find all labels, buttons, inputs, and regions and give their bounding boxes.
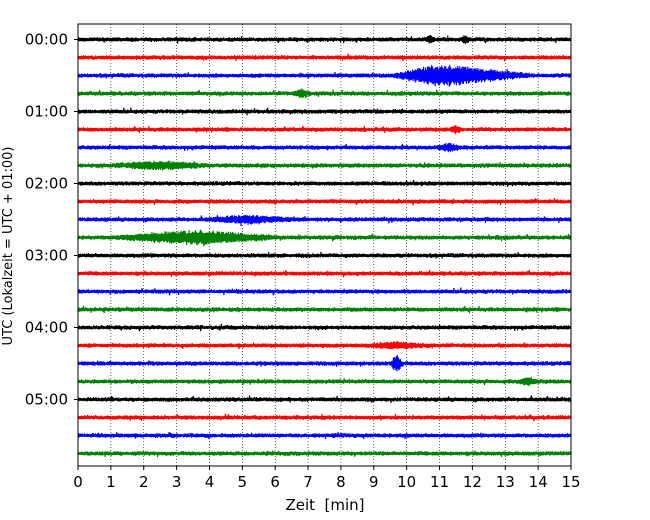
- seismogram-trace: [77, 340, 572, 350]
- y-tick-label: 02:00: [25, 175, 68, 193]
- x-tick-label: 10: [397, 473, 416, 491]
- x-tick-label: 14: [529, 473, 548, 491]
- y-axis: 00:00 01:00 02:00 03:00 04:00 05:00: [25, 31, 78, 409]
- seismogram-trace: [77, 376, 572, 387]
- seismogram-trace: [77, 305, 572, 314]
- y-tick-label: 03:00: [25, 247, 68, 265]
- traces-layer: [77, 35, 572, 458]
- seismogram-trace: [77, 323, 572, 332]
- seismogram-trace: [77, 431, 572, 440]
- x-tick-label: 9: [369, 473, 379, 491]
- seismogram-trace: [77, 180, 572, 187]
- x-tick-label: 12: [463, 473, 482, 491]
- x-axis: 0 1 2 3 4 5 6 7 8 9 10 11 12 13 14 15: [73, 466, 581, 491]
- seismogram-trace: [77, 450, 572, 458]
- seismogram-trace: [77, 251, 572, 259]
- seismogram-trace: [77, 355, 572, 372]
- x-tick-label: 4: [205, 473, 215, 491]
- y-tick-label: 00:00: [25, 31, 68, 49]
- x-tick-label: 0: [73, 473, 83, 491]
- y-tick-label: 01:00: [25, 103, 68, 121]
- x-tick-label: 3: [172, 473, 182, 491]
- x-tick-label: 6: [270, 473, 280, 491]
- seismogram-trace: [77, 269, 572, 278]
- seismogram-trace: [77, 142, 572, 153]
- x-tick-label: 5: [238, 473, 248, 491]
- seismogram-trace: [77, 125, 572, 135]
- seismogram-trace: [77, 215, 572, 227]
- seismogram-trace: [77, 395, 572, 404]
- x-tick-label: 8: [336, 473, 346, 491]
- seismogram-trace: [77, 160, 572, 171]
- y-tick-label: 04:00: [25, 319, 68, 337]
- seismogram-trace: [77, 229, 572, 247]
- y-axis-label: UTC (Lokalzeit = UTC + 01:00): [1, 147, 16, 346]
- x-tick-label: 2: [139, 473, 149, 491]
- seismogram-trace: [77, 88, 572, 99]
- y-tick-label: 05:00: [25, 391, 68, 409]
- seismogram-trace: [77, 64, 572, 87]
- seismogram-trace: [77, 197, 572, 206]
- x-tick-label: 13: [496, 473, 515, 491]
- seismogram-trace: [77, 53, 572, 62]
- x-tick-label: 1: [106, 473, 116, 491]
- x-tick-label: 15: [561, 473, 580, 491]
- seismogram-trace: [77, 287, 572, 296]
- x-tick-label: 11: [430, 473, 449, 491]
- x-tick-label: 7: [303, 473, 313, 491]
- x-axis-label: Zeit [min]: [285, 496, 364, 514]
- seismogram-trace: [77, 413, 572, 422]
- seismogram-trace: [77, 107, 572, 116]
- plot-frame: [77, 23, 572, 467]
- seismogram-trace: [77, 35, 572, 45]
